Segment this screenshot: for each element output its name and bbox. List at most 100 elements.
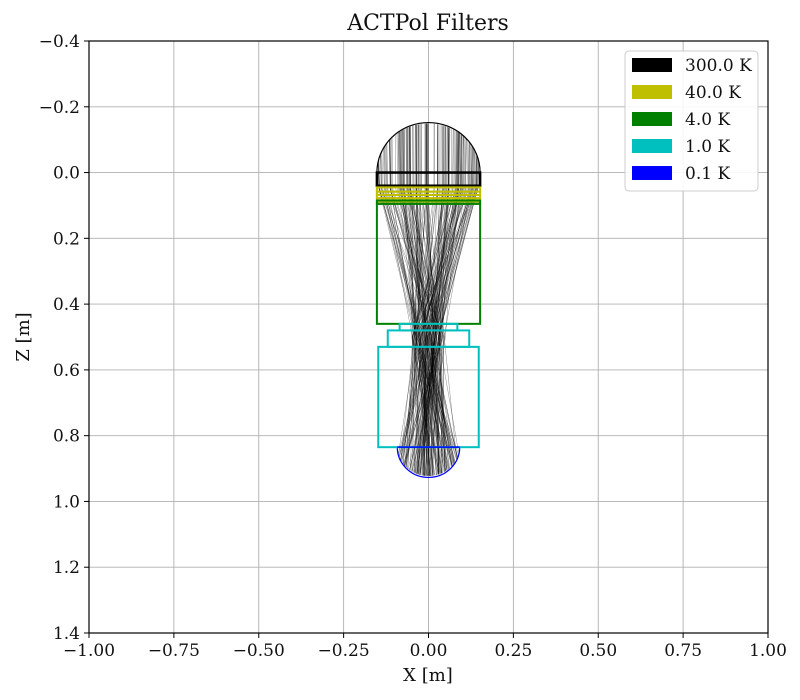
- ray: [391, 137, 440, 470]
- ray: [429, 150, 475, 466]
- ray: [418, 150, 476, 476]
- ray: [421, 124, 456, 463]
- ray-bundle: [377, 123, 480, 476]
- ray: [443, 144, 472, 460]
- ray: [389, 139, 442, 474]
- legend-swatch: [632, 166, 672, 180]
- ray: [417, 137, 465, 475]
- ray: [381, 151, 446, 472]
- ray: [386, 144, 444, 465]
- ray: [424, 123, 449, 470]
- x-tick-label: 0.75: [664, 641, 702, 661]
- ray: [403, 126, 437, 466]
- ray: [414, 142, 470, 476]
- y-tick-label: −0.4: [39, 32, 80, 52]
- ray: [396, 133, 440, 475]
- ray: [398, 148, 474, 455]
- ray: [420, 123, 437, 475]
- ray: [400, 131, 457, 461]
- legend-swatch: [632, 85, 672, 99]
- ray: [405, 131, 457, 468]
- ray: [418, 124, 448, 471]
- ray: [421, 134, 462, 476]
- ray: [425, 123, 434, 476]
- ray: [409, 126, 436, 475]
- ray: [416, 124, 443, 474]
- ray: [409, 126, 430, 476]
- ray: [414, 143, 471, 473]
- ray: [415, 127, 450, 474]
- x-tick-label: 0.25: [494, 641, 532, 661]
- ray: [430, 124, 439, 475]
- ray: [400, 129, 454, 460]
- ray: [418, 142, 470, 460]
- ray: [428, 127, 450, 470]
- ray: [409, 125, 443, 470]
- legend-label: 1.0 K: [685, 137, 730, 157]
- y-tick-label: 1.0: [53, 492, 80, 512]
- ray: [438, 135, 462, 454]
- ray: [411, 125, 446, 472]
- ray: [399, 132, 435, 476]
- ray: [400, 124, 422, 461]
- ray: [390, 138, 439, 475]
- ray: [421, 134, 462, 476]
- ray: [406, 128, 443, 473]
- ray: [438, 160, 479, 471]
- ray: [385, 145, 422, 473]
- ray: [389, 140, 459, 455]
- x-tick-label: −0.25: [318, 641, 370, 661]
- ray: [386, 143, 418, 466]
- ray: [409, 126, 453, 467]
- y-tick-label: 0.2: [53, 229, 80, 249]
- ray: [426, 160, 479, 476]
- ray: [400, 131, 452, 467]
- ray: [398, 124, 441, 458]
- legend-label: 300.0 K: [685, 56, 752, 76]
- ray: [407, 134, 462, 469]
- ray: [426, 123, 435, 476]
- ray: [402, 130, 448, 471]
- ray: [411, 125, 436, 476]
- ray: [403, 129, 437, 474]
- ray: [404, 124, 425, 466]
- ray: [400, 140, 469, 461]
- ray: [431, 133, 460, 458]
- ray: [401, 130, 447, 471]
- ray: [405, 124, 418, 468]
- ray: [415, 123, 453, 466]
- ray: [420, 123, 429, 475]
- x-axis-label: X [m]: [403, 665, 453, 686]
- y-tick-label: 0.6: [53, 361, 80, 381]
- ray: [437, 127, 449, 475]
- ray: [383, 148, 450, 469]
- ray: [415, 124, 421, 475]
- ray: [404, 139, 467, 466]
- filter-shapes: [375, 121, 482, 479]
- ray: [427, 132, 459, 476]
- ray: [389, 140, 440, 476]
- ray: [415, 124, 425, 476]
- x-tick-label: 0.00: [410, 641, 448, 661]
- ray: [421, 125, 445, 475]
- ray: [439, 135, 463, 472]
- y-tick-label: 0.4: [53, 295, 80, 315]
- y-tick-label: −0.2: [39, 98, 80, 118]
- ray: [413, 123, 429, 475]
- ray: [431, 131, 458, 476]
- detector-lens: [396, 447, 461, 479]
- ray: [430, 138, 466, 474]
- ray: [398, 132, 443, 474]
- ray: [397, 132, 416, 472]
- ray: [425, 133, 460, 476]
- ray: [402, 129, 458, 458]
- ray: [415, 126, 448, 476]
- ray: [411, 131, 457, 473]
- ray: [389, 140, 458, 459]
- ray: [402, 129, 417, 465]
- ray: [419, 127, 451, 475]
- ray: [426, 145, 473, 476]
- legend-swatch: [632, 139, 672, 153]
- legend-label: 40.0 K: [685, 83, 741, 103]
